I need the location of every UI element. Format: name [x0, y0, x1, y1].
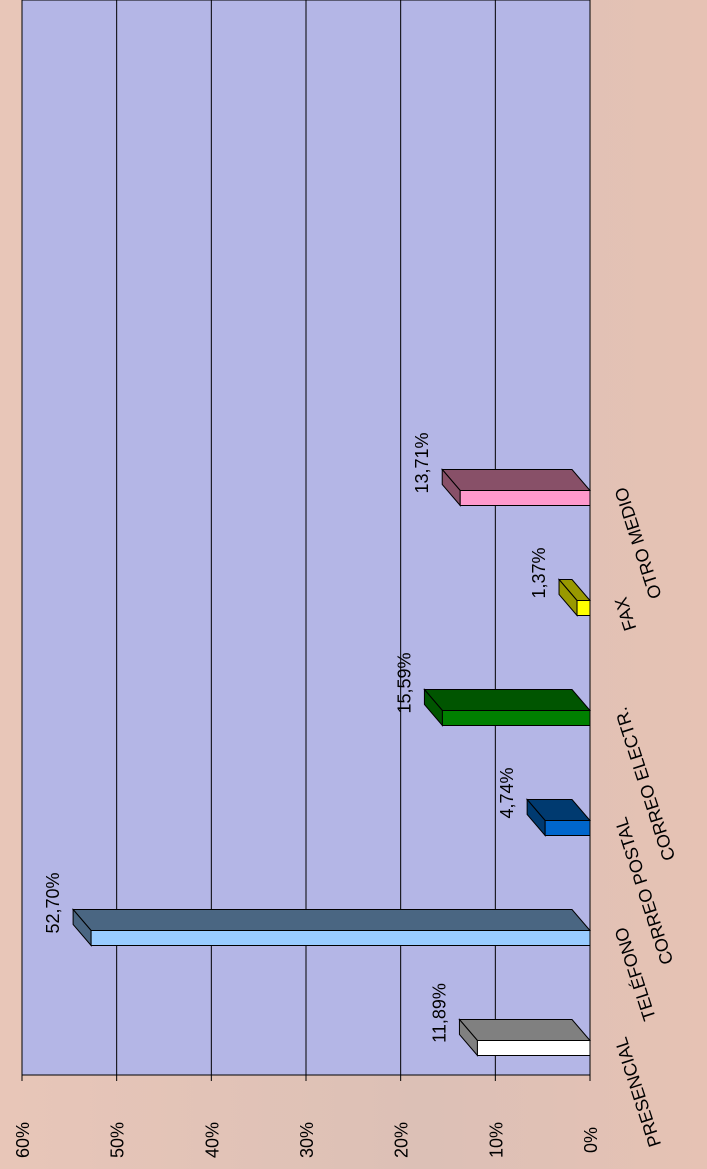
bar-top: [423, 689, 592, 711]
x-tick-label: OTRO MEDIO: [611, 485, 666, 602]
data-label: 52,70%: [43, 872, 63, 933]
bar: [441, 710, 591, 726]
y-tick-label: 40%: [202, 1122, 222, 1158]
bar-top: [458, 1019, 592, 1041]
bar: [459, 490, 591, 506]
data-label: 11,89%: [429, 983, 449, 1043]
bar-top: [441, 469, 592, 491]
y-tick-label: 60%: [13, 1122, 33, 1158]
bar: [90, 930, 591, 946]
y-tick-label: 10%: [486, 1122, 506, 1158]
bar: [576, 600, 591, 616]
y-tick-label: 20%: [392, 1122, 412, 1158]
x-tick-label: FAX: [611, 595, 641, 634]
data-label: 4,74%: [497, 767, 517, 818]
y-tick-label: 0%: [581, 1127, 601, 1153]
bar-top: [72, 909, 592, 931]
data-label: 15,59%: [394, 652, 414, 713]
bar: [544, 820, 591, 836]
x-tick-label: PRESENCIAL: [611, 1035, 665, 1150]
bar: [476, 1040, 591, 1056]
y-tick-label: 30%: [297, 1122, 317, 1158]
y-tick-label: 50%: [108, 1122, 128, 1158]
data-label: 13,71%: [412, 432, 432, 493]
data-label: 1,37%: [529, 547, 549, 598]
